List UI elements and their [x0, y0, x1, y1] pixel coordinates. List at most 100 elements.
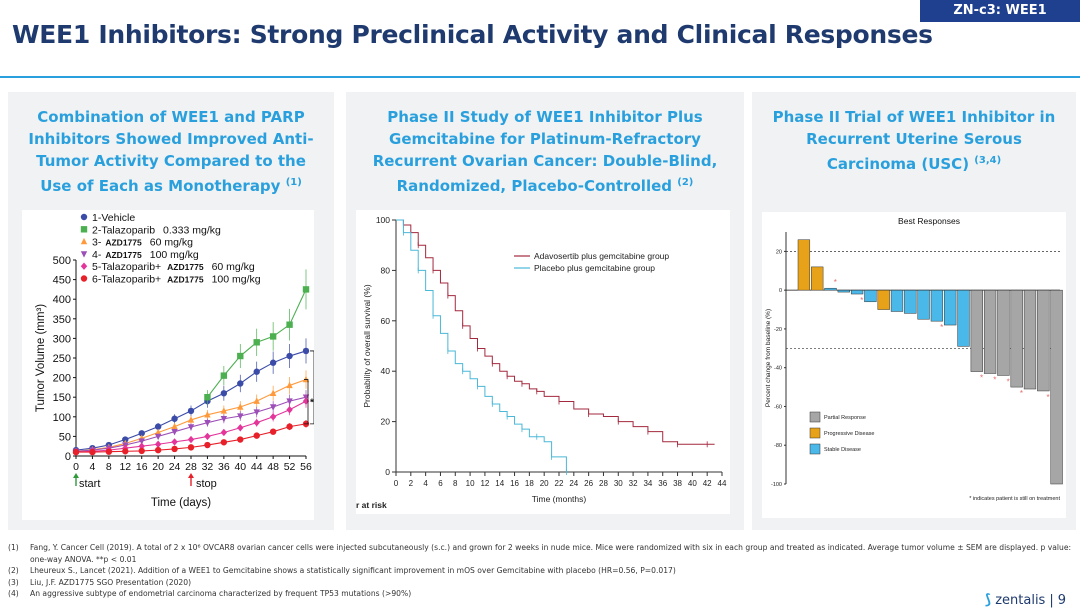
response-bar [864, 289, 877, 303]
x-tick-label: 8 [453, 479, 458, 488]
x-tick-label: 12 [480, 479, 489, 488]
footnote: (1) Fang, Y. Cancer Cell (2019). A total … [8, 542, 1076, 565]
data-point [154, 428, 162, 436]
legend-label: 5-Talazoparib+ AZD1775 60 mg/kg [92, 261, 255, 273]
y-tick-label: 0 [385, 467, 390, 477]
y-tick-label: 350 [53, 314, 71, 326]
data-point [171, 415, 178, 422]
response-bar [797, 239, 811, 291]
data-point [286, 381, 293, 389]
panel-usc-trial: Phase II Trial of WEE1 Inhibitor in Recu… [752, 92, 1076, 530]
response-bar [917, 289, 930, 320]
x-tick-label: 20 [152, 461, 164, 473]
legend-marker [80, 213, 88, 221]
legend-label: Partial Response [824, 415, 866, 421]
legend-label: Progressive Disease [824, 431, 874, 437]
title-divider [0, 76, 1080, 78]
ongoing-marker: * [1046, 393, 1049, 402]
y-tick-label: 50 [59, 431, 71, 443]
data-point [220, 372, 228, 379]
y-tick-label: 20 [381, 417, 391, 427]
legend-marker [80, 275, 88, 282]
data-point [253, 339, 260, 346]
footnote-text: Lheureux S., Lancet (2021). Addition of … [30, 566, 676, 576]
panel-title: Combination of WEE1 and PARP Inhibitors … [8, 106, 334, 197]
y-tick-label: 400 [53, 294, 71, 306]
legend-label: 2-Talazoparib 0.333 mg/kg [92, 224, 221, 236]
ongoing-marker: * [993, 376, 996, 385]
y-tick-label: 0 [779, 288, 782, 294]
data-point [220, 428, 228, 437]
x-tick-label: 28 [185, 461, 197, 473]
waterfall-svg: Best Responses 20 0 -20 -40 -60 -80 -100 Percent… [765, 216, 1063, 502]
panel-ref: (3,4) [974, 155, 1002, 166]
legend-label: 4- AZD1775 100 mg/kg [92, 249, 199, 261]
footnotes: (1) Fang, Y. Cancer Cell (2019). A total … [8, 542, 1076, 600]
data-point [237, 403, 244, 410]
x-tick-label: 34 [643, 479, 652, 488]
legend-label: 6-Talazoparib+ AZD1775 100 mg/kg [92, 274, 261, 286]
data-point [122, 436, 129, 443]
data-point [220, 416, 228, 423]
legend-marker [80, 251, 88, 258]
x-tick-label: 52 [284, 461, 296, 473]
x-tick-label: 24 [569, 479, 578, 488]
legend-swatch [809, 443, 821, 455]
survival-curve [396, 219, 715, 445]
y-tick-label: 250 [53, 353, 71, 365]
y-tick-label: -100 [771, 482, 782, 488]
data-point [171, 422, 178, 430]
footnote-number: (1) [8, 543, 19, 552]
data-point [269, 428, 277, 435]
data-point [237, 352, 244, 360]
footnote-number: (4) [8, 589, 19, 599]
response-bar [983, 289, 997, 374]
data-point [269, 333, 277, 340]
significance-label: ** [310, 398, 314, 409]
x-tick-label: 2 [409, 479, 414, 488]
legend-label: Adavosertib plus gemcitabine group [534, 251, 669, 261]
x-tick-label: 14 [495, 479, 504, 488]
y-tick-label: 60 [381, 316, 391, 326]
x-tick-label: 6 [438, 479, 443, 488]
y-tick-label: 0 [65, 451, 71, 463]
y-tick-label: 200 [53, 373, 71, 385]
x-tick-label: 32 [629, 479, 638, 488]
x-tick-label: 18 [525, 479, 534, 488]
y-axis-label: Probability of overall survival (%) [362, 284, 372, 407]
chart-title: Best Responses [898, 216, 960, 226]
x-tick-label: 48 [267, 461, 279, 473]
legend-marker [80, 262, 88, 270]
data-point [220, 439, 228, 446]
legend-label: Stable Disease [824, 447, 861, 453]
zentalis-logo-icon: ⟆ [984, 592, 992, 608]
response-bar [850, 289, 864, 295]
data-point [171, 445, 178, 453]
data-point [138, 442, 145, 450]
panel-title-text: Phase II Trial of WEE1 Inhibitor in Recu… [772, 108, 1056, 173]
brand-separator: | [1049, 592, 1054, 608]
brand-footer: ⟆ zentalis | 9 [985, 592, 1066, 608]
panel-ref: (1) [285, 177, 302, 188]
data-point [237, 380, 244, 387]
data-point [89, 448, 96, 456]
data-point [269, 413, 277, 421]
data-point [187, 424, 195, 431]
data-point [154, 440, 162, 448]
data-point [187, 444, 195, 451]
data-point [204, 441, 211, 449]
ongoing-marker: * [834, 278, 837, 287]
legend-label: Placebo plus gemcitabine group [534, 263, 655, 273]
start-arrow-head [73, 473, 79, 478]
response-bar [811, 266, 824, 291]
x-tick-label: 24 [169, 461, 181, 473]
data-point [237, 436, 244, 443]
waterfall-chart: Best Responses 20 0 -20 -40 -60 -80 -100 Percent… [762, 212, 1066, 518]
data-point [220, 390, 228, 397]
data-point [105, 448, 113, 455]
data-point [220, 407, 228, 414]
data-point [171, 428, 178, 436]
x-tick-label: 0 [73, 461, 79, 473]
